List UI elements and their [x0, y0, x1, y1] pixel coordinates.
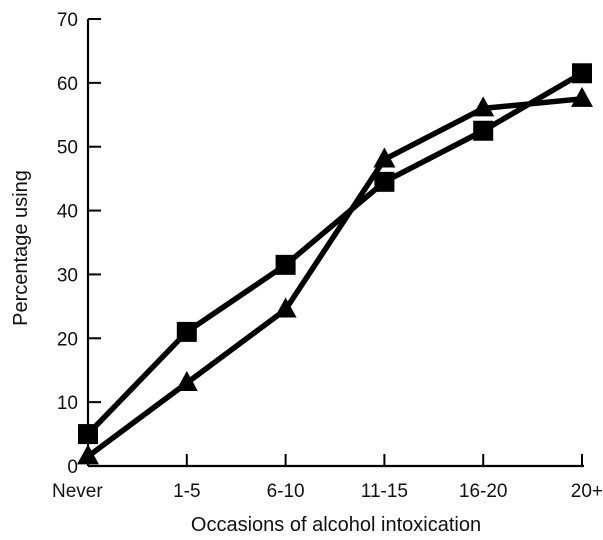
- triangle-marker: [472, 96, 495, 117]
- square-marker: [176, 321, 197, 342]
- x-tick-label: 1-5: [173, 481, 200, 502]
- y-tick-label: 30: [57, 265, 78, 286]
- y-tick-label: 40: [57, 202, 78, 223]
- triangle-marker: [571, 86, 593, 107]
- square-marker: [473, 120, 494, 141]
- square-marker: [374, 171, 395, 192]
- x-axis-title: Occasions of alcohol intoxication: [191, 514, 481, 536]
- y-ticks: 0 10 20 30 40 50 60 70: [57, 10, 101, 478]
- y-tick-label: 70: [57, 10, 78, 31]
- triangle-marker: [77, 444, 99, 465]
- x-tick-label: 20+: [571, 481, 603, 502]
- y-tick-label: 60: [57, 74, 78, 95]
- triangle-marker: [274, 297, 297, 318]
- y-tick-label: 20: [57, 329, 78, 350]
- x-ticks: Never 1-5 6-10 11-15 16-20 20+: [52, 454, 603, 502]
- series-triangle-line: [85, 96, 585, 460]
- y-tick-label: 0: [67, 457, 78, 478]
- y-tick-label: 50: [57, 138, 78, 159]
- series-group: [77, 63, 593, 465]
- square-marker: [572, 63, 592, 84]
- square-marker: [275, 254, 296, 275]
- axes: [86, 19, 584, 468]
- series-square-line: [85, 70, 585, 437]
- x-tick-label: 6-10: [267, 481, 305, 502]
- triangle-marker: [373, 147, 396, 168]
- y-axis-title: Percentage using: [10, 170, 32, 326]
- x-tick-label: 11-15: [361, 481, 408, 502]
- square-marker: [78, 424, 98, 445]
- x-tick-label: 16-20: [459, 481, 508, 502]
- triangle-marker: [175, 370, 198, 391]
- x-tick-label: Never: [52, 481, 103, 502]
- y-tick-label: 10: [57, 393, 78, 414]
